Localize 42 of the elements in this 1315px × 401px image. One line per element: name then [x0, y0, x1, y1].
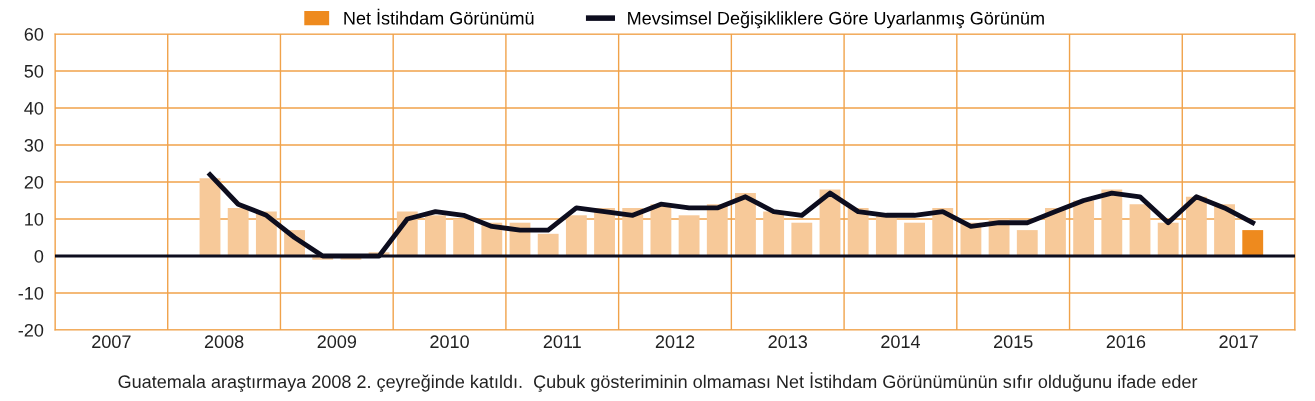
bar	[1157, 222, 1179, 256]
x-tick-label: 2012	[655, 335, 695, 349]
text: Guatemala araştırmaya 2008 2. çeyreğinde katıldı. Çubuk gösteriminin olmaması Net İstihdam Görünümünün sıfır olduğunu ifade eder	[118, 372, 1198, 392]
bar	[565, 215, 587, 256]
bar	[537, 233, 559, 256]
y-tick-label: 50	[24, 64, 44, 78]
bar	[791, 222, 813, 256]
bar	[453, 219, 475, 256]
bar	[904, 222, 925, 256]
y-tick-label: 30	[24, 138, 44, 152]
bar	[1016, 230, 1038, 256]
x-tick-label: 2009	[317, 335, 357, 349]
y-tick-label: 10	[25, 212, 44, 226]
y-tick-label: 20	[24, 175, 44, 189]
x-tick-label: 2007	[92, 335, 131, 349]
x-tick-label: 2014	[881, 335, 921, 349]
bar	[706, 204, 728, 256]
y-tick-label: -10	[18, 286, 44, 300]
y-tick-label: -20	[18, 323, 44, 337]
x-tick-label: 2013	[768, 335, 808, 349]
y-tick-label: 0	[34, 249, 44, 263]
x-tick-label: 2017	[1219, 335, 1258, 349]
bar	[650, 204, 672, 256]
bar	[1101, 189, 1123, 256]
bar	[227, 207, 249, 256]
bar	[1129, 204, 1151, 256]
bar	[425, 215, 446, 256]
bar	[875, 215, 897, 256]
y-tick-label: 40	[24, 101, 44, 115]
x-tick-label: 2015	[994, 335, 1033, 349]
x-tick-label: 2008	[204, 335, 244, 349]
bar	[763, 211, 785, 256]
bar	[1242, 230, 1264, 256]
bar	[199, 178, 221, 256]
y-tick-label: 60	[24, 27, 44, 41]
x-tick-label: 2011	[543, 335, 581, 349]
legend-label: Mevsimsel Değişikliklere Göre Uyarlanmış Görünüm	[628, 11, 1044, 29]
bar	[1073, 200, 1095, 256]
legend-label: Net İstihdam Görünümü	[344, 8, 534, 25]
x-tick-label: 2010	[430, 335, 469, 349]
bar	[678, 215, 700, 256]
x-tick-label: 2016	[1106, 335, 1146, 349]
